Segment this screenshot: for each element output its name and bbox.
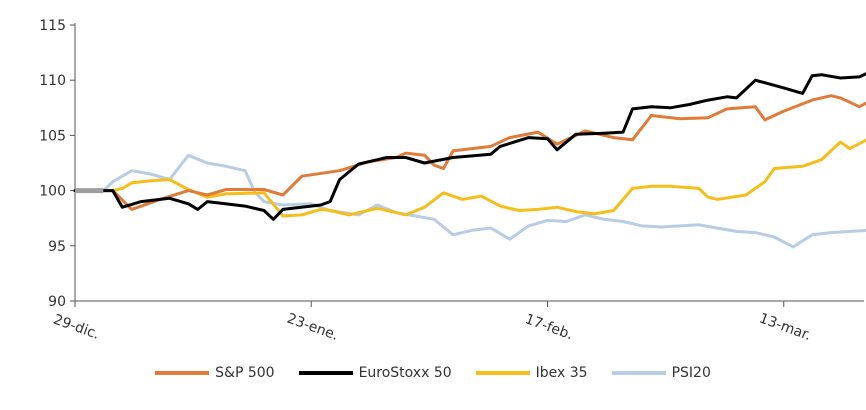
legend-label: S&P 500 [215, 365, 275, 381]
legend-item: S&P 500 [155, 365, 275, 381]
y-axis: 90 95 100 105 110 115 [39, 18, 76, 310]
legend-label: Ibex 35 [535, 365, 588, 381]
x-axis: 29-dic. 23-ene. 17-feb. 13-mar. [51, 300, 864, 344]
series-line-s-p-500 [73, 94, 866, 211]
x-tick-label: 29-dic. [51, 312, 101, 343]
y-tick-label: 110 [39, 73, 66, 89]
legend-swatch [611, 371, 666, 375]
x-tick-label: 23-ene. [285, 311, 341, 344]
series-line-psi20 [73, 153, 866, 249]
legend-swatch [475, 371, 530, 375]
legend: S&P 500 EuroStoxx 50 Ibex 35 PSI20 [0, 358, 866, 388]
series-lines [73, 72, 866, 249]
y-tick-label: 90 [48, 294, 66, 310]
x-tick-label: 13-mar. [757, 310, 813, 344]
legend-label: PSI20 [671, 365, 711, 381]
y-tick-label: 100 [39, 184, 66, 200]
legend-swatch [155, 371, 210, 375]
x-tick-label: 17-feb. [523, 311, 575, 343]
legend-swatch [298, 371, 353, 375]
legend-item: Ibex 35 [475, 365, 588, 381]
y-tick-label: 105 [39, 128, 66, 144]
legend-item: PSI20 [611, 365, 711, 381]
series-line-eurostoxx-50 [73, 72, 866, 221]
y-tick-label: 95 [48, 239, 66, 255]
legend-item: EuroStoxx 50 [298, 365, 452, 381]
series-line-ibex-35 [73, 138, 866, 218]
legend-label: EuroStoxx 50 [358, 365, 452, 381]
y-tick-label: 115 [39, 18, 66, 34]
